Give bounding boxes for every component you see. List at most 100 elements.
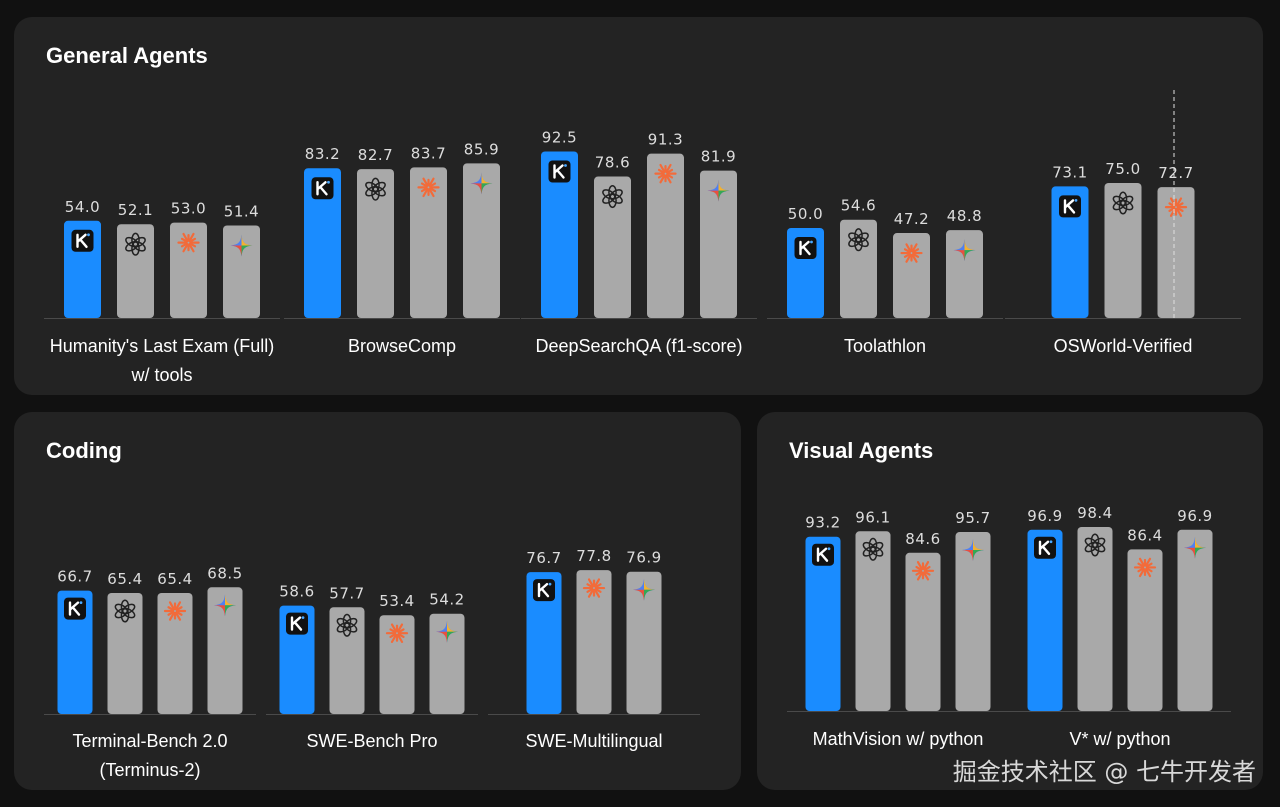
kimi-icon — [794, 237, 817, 259]
bar-gemini — [429, 613, 465, 714]
value-label: 54.0 — [65, 198, 100, 216]
gpt-icon — [114, 599, 136, 623]
value-label: 58.6 — [279, 583, 314, 601]
visual-agents-chart: 93.2 96.1 84.6 95.7 MathVision w/ python 96.9… — [787, 504, 1231, 749]
claude-icon — [654, 163, 677, 184]
kimi-icon — [64, 597, 86, 620]
bar-group: 73.1 75.0 72.7 OSWorld-Verified — [1005, 90, 1241, 356]
value-label: 85.9 — [464, 140, 499, 158]
value-label: 76.7 — [526, 549, 561, 567]
kimi-icon — [1059, 195, 1081, 218]
value-label: 53.0 — [171, 200, 206, 218]
gemini-icon — [230, 234, 253, 257]
bar-gpt — [1104, 183, 1142, 318]
value-label: 76.9 — [626, 549, 661, 567]
value-label: 83.2 — [305, 145, 340, 163]
bar-claude — [893, 233, 930, 318]
bar-kimi — [526, 572, 562, 714]
category-label: MathVision w/ python — [813, 729, 984, 749]
gpt-icon — [365, 177, 386, 201]
bar-gemini — [700, 170, 737, 318]
gemini-icon — [1184, 536, 1206, 559]
gemini-icon — [953, 239, 976, 262]
value-label: 96.1 — [855, 508, 890, 526]
gpt-icon — [848, 228, 869, 252]
value-label: 57.7 — [329, 584, 364, 602]
bar-kimi — [304, 168, 341, 318]
panel-title: Coding — [46, 438, 122, 463]
value-label: 68.5 — [207, 564, 242, 582]
kimi-icon — [533, 579, 555, 602]
visual-agents-panel: Visual Agents 93.2 96.1 84.6 95.7 MathVision… — [757, 412, 1263, 790]
claude-icon — [385, 623, 409, 643]
bar-claude — [576, 570, 612, 714]
bar-group: 83.2 82.7 83.7 85.9 BrowseComp — [284, 140, 520, 356]
gemini-icon — [633, 578, 655, 601]
gemini-icon — [707, 179, 730, 202]
coding-chart: 66.7 65.4 65.4 68.5 Terminal-Bench 2.0 (Termi… — [44, 547, 700, 780]
value-label: 51.4 — [224, 202, 259, 220]
bar-group: 58.6 57.7 53.4 54.2 SWE-Bench Pro — [266, 583, 478, 751]
watermark: 掘金技术社区 @ 七牛开发者 — [952, 758, 1256, 786]
bar-group: 54.0 52.1 53.0 51.4 Humanity's Last Exam (Fu… — [44, 198, 280, 385]
bar-gpt — [329, 607, 365, 714]
value-label: 73.1 — [1052, 163, 1087, 181]
bar-gpt — [840, 219, 877, 318]
kimi-icon — [286, 612, 308, 635]
bar-gemini — [463, 163, 500, 318]
value-label: 84.6 — [905, 530, 940, 548]
value-label: 65.4 — [157, 570, 192, 588]
claude-icon — [163, 601, 187, 621]
value-label: 72.7 — [1158, 164, 1193, 182]
bar-gpt — [1077, 526, 1113, 711]
category-label: Humanity's Last Exam (Full) — [50, 336, 275, 356]
bar-gpt — [357, 169, 394, 318]
gemini-icon — [962, 539, 984, 562]
gpt-icon — [1084, 533, 1106, 557]
bar-kimi — [805, 536, 841, 711]
claude-icon — [900, 243, 923, 263]
gpt-icon — [1112, 191, 1134, 215]
value-label: 83.7 — [411, 144, 446, 162]
kimi-icon — [71, 229, 94, 252]
value-label: 92.5 — [542, 129, 577, 147]
gemini-icon — [214, 594, 236, 617]
bar-claude — [170, 222, 207, 318]
bar-group: 50.0 54.6 47.2 48.8 Toolathlon — [767, 197, 1003, 356]
bar-group: 76.7 77.8 76.9 SWE-Multilingual — [488, 547, 700, 751]
category-label: SWE-Bench Pro — [306, 731, 437, 751]
value-label: 93.2 — [805, 514, 840, 532]
bar-gemini — [1177, 529, 1213, 711]
category-label: V* w/ python — [1069, 729, 1170, 749]
bar-group: 66.7 65.4 65.4 68.5 Terminal-Bench 2.0 (Termi… — [44, 564, 256, 780]
claude-icon — [417, 177, 440, 198]
bar-group: 93.2 96.1 84.6 95.7 MathVision w/ python — [787, 508, 1009, 749]
category-label: Toolathlon — [844, 336, 926, 356]
value-label: 47.2 — [894, 210, 929, 228]
bar-kimi — [1051, 186, 1089, 318]
gemini-icon — [470, 172, 493, 195]
value-label: 78.6 — [595, 154, 630, 172]
panel-title: General Agents — [46, 43, 208, 68]
claude-icon — [1164, 197, 1188, 217]
bar-claude — [905, 552, 941, 711]
bar-gemini — [946, 230, 983, 318]
value-label: 50.0 — [788, 205, 823, 223]
category-label: w/ tools — [130, 365, 192, 385]
claude-icon — [1133, 557, 1157, 578]
bar-gpt — [107, 593, 143, 714]
value-label: 65.4 — [107, 570, 142, 588]
kimi-icon — [812, 543, 834, 566]
category-label: SWE-Multilingual — [525, 731, 662, 751]
coding-panel: Coding 66.7 65.4 65.4 68.5 Terminal-Bench 2.… — [14, 412, 741, 790]
bar-kimi — [1027, 529, 1063, 711]
claude-icon — [582, 578, 606, 598]
value-label: 86.4 — [1127, 526, 1162, 544]
bar-gemini — [207, 587, 243, 714]
bar-claude — [410, 167, 447, 318]
bar-gpt — [594, 176, 631, 318]
value-label: 81.9 — [701, 148, 736, 166]
bar-gemini — [223, 225, 260, 318]
value-label: 98.4 — [1077, 504, 1112, 522]
bar-claude — [379, 615, 415, 714]
